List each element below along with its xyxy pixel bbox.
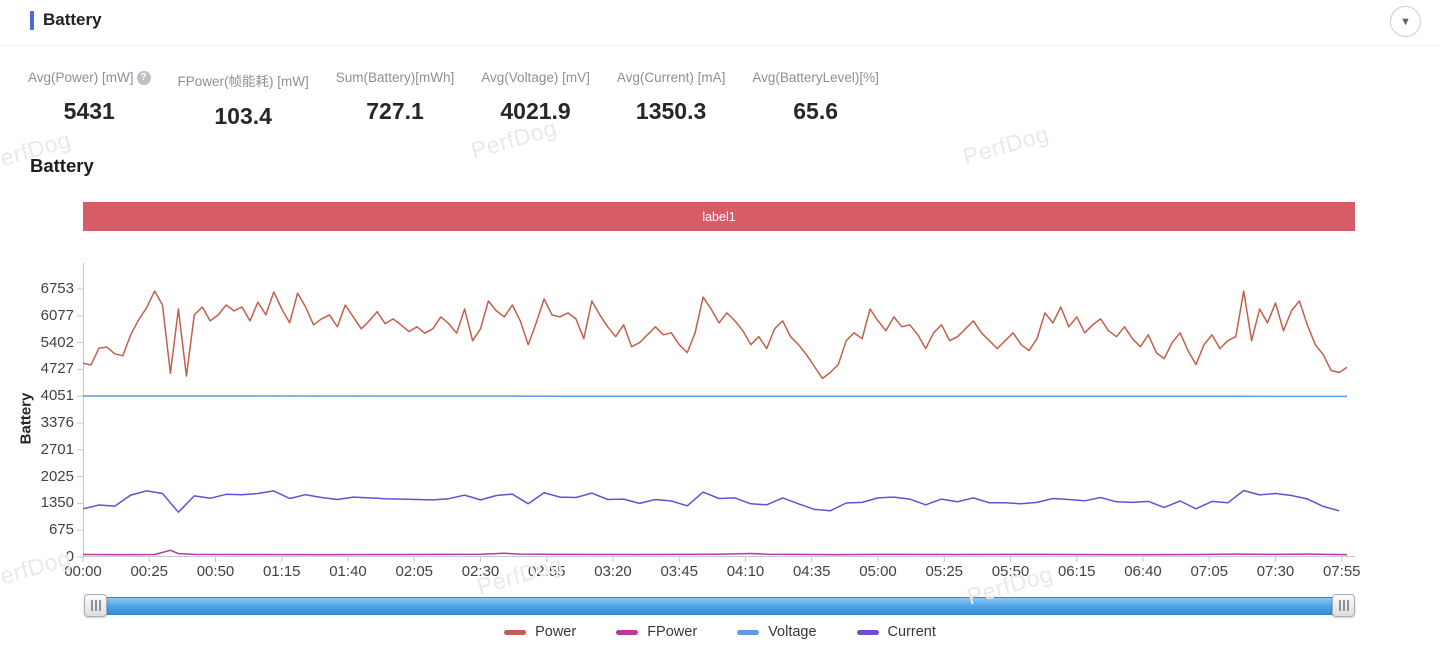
y-tick-label: 6077	[40, 306, 74, 324]
panel-title: Battery	[43, 10, 102, 29]
panel-header: Battery ▼	[0, 0, 1440, 46]
metric-1: FPower(帧能耗) [mW] 103.4	[178, 70, 309, 130]
x-tick-label: 05:50	[991, 563, 1030, 580]
metric-label-text: Avg(Current) [mA]	[616, 70, 726, 85]
collapse-button[interactable]: ▼	[1390, 6, 1421, 37]
legend-swatch-icon	[504, 629, 527, 635]
metric-label: FPower(帧能耗) [mW]	[178, 70, 309, 90]
series-line-current	[82, 489, 1340, 513]
chart-legend: Power FPower Voltage Current	[0, 624, 1440, 640]
panel-title-wrap: Battery	[30, 10, 102, 30]
x-tick-label: 07:55	[1322, 563, 1361, 580]
range-handle-right[interactable]	[1332, 594, 1355, 617]
metric-label: Avg(Power) [mW]?	[28, 70, 151, 85]
label1-bar[interactable]: label1	[83, 202, 1355, 231]
x-tick-label: 01:15	[262, 563, 301, 580]
x-tick-label: 04:35	[792, 563, 831, 580]
y-tick-label: 2025	[40, 467, 74, 485]
legend-label: Voltage	[768, 624, 817, 640]
metric-value: 103.4	[214, 103, 272, 129]
metric-4: Avg(Current) [mA] 1350.3	[617, 70, 726, 130]
metric-label: Avg(BatteryLevel)[%]	[752, 70, 879, 85]
x-tick-label: 00:25	[130, 563, 169, 580]
legend-item-current[interactable]: Current	[856, 624, 936, 640]
metric-label-text: FPower(帧能耗) [mW]	[177, 74, 309, 89]
title-accent-bar	[30, 10, 34, 30]
x-tick-label: 01:40	[329, 563, 367, 580]
help-icon[interactable]: ?	[136, 70, 151, 85]
legend-swatch-icon	[856, 629, 879, 635]
x-tick-label: 00:00	[64, 563, 102, 580]
grip-icon	[1342, 600, 1345, 611]
chart-plot-area[interactable]	[0, 255, 1440, 586]
metric-label-text: Avg(BatteryLevel)[%]	[752, 70, 879, 85]
x-tick-label: 06:15	[1057, 563, 1096, 580]
metric-value: 727.1	[366, 98, 424, 124]
grip-icon	[98, 600, 101, 611]
metrics-row: Avg(Power) [mW]? 5431 FPower(帧能耗) [mW] 103.…	[28, 70, 879, 130]
metric-label-text: Avg(Voltage) [mV]	[481, 70, 590, 85]
x-tick-label: 07:05	[1190, 563, 1229, 580]
y-tick-label: 0	[65, 548, 74, 565]
y-tick-label: 6753	[40, 280, 74, 297]
series-line-power	[82, 290, 1348, 380]
legend-item-voltage[interactable]: Voltage	[737, 624, 817, 640]
range-handle-left[interactable]	[84, 594, 107, 617]
battery-chart[interactable]: Battery 6753 6077 5402 4727 4051 3376 2701 2025…	[0, 255, 1440, 586]
legend-label: FPower	[647, 624, 698, 640]
grip-icon	[1338, 600, 1341, 611]
y-tick-label: 1350	[40, 494, 74, 512]
legend-label: Current	[887, 624, 936, 640]
x-tick-label: 05:00	[859, 563, 897, 580]
y-tick-label: 4051	[40, 387, 74, 405]
metric-label: Sum(Battery)[mWh]	[336, 70, 455, 85]
metric-label: Avg(Current) [mA]	[617, 70, 726, 85]
x-tick-label: 05:25	[925, 563, 964, 580]
perfdog-watermark: PerfDog	[959, 120, 1052, 170]
metric-0: Avg(Power) [mW]? 5431	[28, 70, 151, 130]
y-tick-label: 5402	[40, 333, 74, 351]
grip-icon	[1346, 600, 1349, 611]
x-tick-label: 03:20	[594, 563, 632, 580]
metric-value: 5431	[63, 98, 115, 124]
x-tick-label: 02:30	[461, 563, 500, 580]
grip-icon	[94, 600, 97, 611]
x-tick-label: 02:05	[395, 563, 434, 580]
metric-label-text: Sum(Battery)[mWh]	[335, 70, 455, 85]
metric-2: Sum(Battery)[mWh] 727.1	[336, 70, 455, 130]
y-tick-label: 675	[48, 521, 74, 539]
legend-swatch-icon	[737, 629, 760, 635]
chevron-down-icon: ▼	[1400, 16, 1411, 28]
range-scrollbar-track[interactable]	[86, 597, 1342, 615]
legend-label: Power	[535, 624, 577, 640]
x-tick-label: 00:50	[196, 563, 235, 580]
legend-swatch-icon	[616, 629, 639, 635]
grip-icon	[90, 600, 93, 611]
metric-3: Avg(Voltage) [mV] 4021.9	[481, 70, 590, 130]
x-tick-label: 02:55	[527, 563, 566, 580]
y-tick-label: 4727	[40, 360, 74, 378]
label1-text: label1	[702, 209, 736, 224]
metric-label-text: Avg(Power) [mW]	[28, 70, 134, 85]
legend-item-fpower[interactable]: FPower	[616, 624, 697, 640]
metric-value: 65.6	[793, 98, 839, 124]
y-tick-label: 3376	[40, 414, 74, 432]
metric-value: 1350.3	[635, 98, 707, 124]
metric-value: 4021.9	[500, 98, 571, 124]
y-tick-label: 2701	[40, 440, 74, 458]
chart-section-title: Battery	[30, 155, 94, 176]
x-tick-label: 06:40	[1124, 563, 1162, 580]
metric-5: Avg(BatteryLevel)[%] 65.6	[752, 70, 879, 130]
x-tick-label: 04:10	[726, 563, 765, 580]
legend-item-power[interactable]: Power	[504, 624, 576, 640]
series-line-fpower	[82, 549, 1348, 556]
x-tick-label: 07:30	[1256, 563, 1295, 580]
x-tick-label: 03:45	[660, 563, 699, 580]
metric-label: Avg(Voltage) [mV]	[481, 70, 590, 85]
